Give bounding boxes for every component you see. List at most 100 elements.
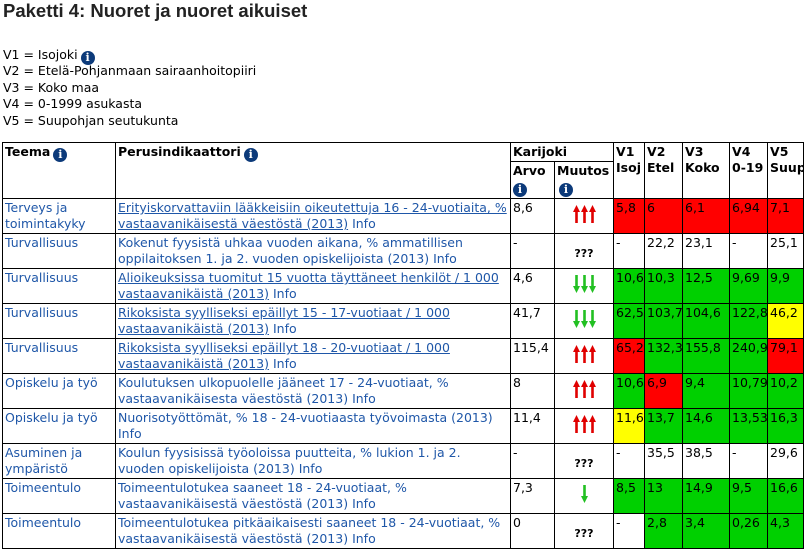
teema-link[interactable]: Toimeentulo	[5, 515, 82, 530]
cell-teema: Opiskelu ja työ	[2, 408, 116, 444]
indicator-link[interactable]: Toimeentulotukea pitkäaikaisesti saaneet…	[118, 515, 501, 546]
green-down-arrow-icon	[588, 275, 596, 293]
green-down-arrow-icon	[580, 275, 588, 293]
cell-v1: 62,5	[613, 303, 646, 339]
cell-v1: -	[613, 233, 646, 269]
legend-item: V4 = 0-1999 asukasta	[3, 96, 143, 112]
cell-indicator: Rikoksista syylliseksi epäillyt 15 - 17-…	[115, 303, 511, 339]
teema-link[interactable]: Turvallisuus	[5, 270, 79, 285]
info-link[interactable]: Info	[118, 426, 142, 441]
cell-v2: 103,7	[644, 303, 684, 339]
legend: V1 = Isojoki i V2 = Etelä-Pohjanmaan sair…	[3, 47, 256, 129]
cell-v3: 38,5	[682, 443, 731, 479]
cell-v5: 29,6	[767, 443, 805, 479]
info-icon[interactable]: i	[513, 183, 527, 197]
cell-v1: 65,2	[613, 338, 646, 374]
cell-v4: -	[729, 443, 769, 479]
green-down-arrow-icon	[572, 310, 580, 328]
teema-link[interactable]: Turvallisuus	[5, 340, 79, 355]
red-up-arrows-icon	[572, 345, 596, 363]
cell-v5: 9,9	[767, 268, 805, 304]
info-icon[interactable]: i	[80, 51, 95, 65]
info-link[interactable]: Info	[273, 286, 297, 301]
cell-muutos	[553, 303, 615, 339]
indicator-link[interactable]: Rikoksista syylliseksi epäillyt 18 - 20-…	[118, 340, 450, 371]
legend-item: V1 = Isojoki i	[3, 47, 256, 65]
table-row: Turvallisuus Rikoksista syylliseksi epäil…	[2, 338, 805, 374]
teema-link[interactable]: Turvallisuus	[5, 235, 79, 250]
cell-teema: Asuminen ja ympäristö	[2, 443, 116, 479]
info-link[interactable]: Info	[352, 216, 376, 231]
cell-v2: 132,3	[644, 338, 684, 374]
cell-v2: 2,8	[644, 513, 684, 549]
cell-v4: 6,94	[729, 198, 769, 234]
cell-teema: Turvallisuus	[2, 338, 116, 374]
red-up-arrow-icon	[580, 345, 588, 363]
cell-v3: 14,9	[682, 478, 731, 514]
table-row: Toimeentulo Toimeentulotukea saaneet 18 -…	[2, 478, 805, 514]
teema-link[interactable]: Terveys ja toimintakyky	[5, 200, 86, 231]
green-down-arrow-icon	[580, 485, 588, 503]
indicator-link[interactable]: Alioikeuksissa tuomitut 15 vuotta täyttä…	[118, 270, 499, 301]
info-icon[interactable]: i	[559, 183, 573, 197]
red-up-arrow-icon	[580, 205, 588, 223]
teema-link[interactable]: Asuminen ja ympäristö	[5, 445, 83, 476]
cell-v1: 5,8	[613, 198, 646, 234]
cell-teema: Toimeentulo	[2, 513, 116, 549]
cell-v3: 23,1	[682, 233, 731, 269]
header-v1: V1 Isoj	[613, 142, 646, 199]
info-link[interactable]: Info	[352, 391, 376, 406]
cell-v1: 11,6	[613, 408, 646, 444]
table-row: Turvallisuus Kokenut fyysistä uhkaa vuode…	[2, 233, 805, 269]
cell-v5: 16,6	[767, 478, 805, 514]
teema-link[interactable]: Turvallisuus	[5, 305, 79, 320]
cell-indicator: Kokenut fyysistä uhkaa vuoden aikana, % …	[115, 233, 511, 269]
info-link[interactable]: Info	[273, 356, 297, 371]
info-link[interactable]: Info	[298, 461, 323, 476]
cell-arvo: 8,6	[510, 198, 555, 234]
green-down-arrows-icon	[572, 310, 596, 328]
red-up-arrow-icon	[572, 345, 580, 363]
header-perusindikaattori: Perusindikaattori i	[115, 142, 511, 199]
indicator-link[interactable]: Toimeentulotukea saaneet 18 - 24-vuotiaa…	[118, 480, 407, 511]
cell-indicator: Erityiskorvattaviin lääkkeisiin oikeutet…	[115, 198, 511, 234]
cell-arvo: 41,7	[510, 303, 555, 339]
teema-link[interactable]: Toimeentulo	[5, 480, 82, 495]
cell-teema: Opiskelu ja työ	[2, 373, 116, 409]
table-row: Terveys ja toimintakyky Erityiskorvattavi…	[2, 198, 805, 234]
cell-muutos: ???	[553, 233, 615, 269]
cell-v5: 79,1	[767, 338, 805, 374]
cell-indicator: Rikoksista syylliseksi epäillyt 18 - 20-…	[115, 338, 511, 374]
green-down-arrows-icon	[572, 275, 596, 293]
info-link[interactable]: Info	[433, 251, 457, 266]
cell-v1: -	[613, 443, 646, 479]
info-icon[interactable]: i	[53, 148, 68, 162]
cell-v1: 8,5	[613, 478, 646, 514]
indicator-link[interactable]: Nuorisotyöttömät, % 18 - 24-vuotiaasta t…	[118, 410, 493, 425]
cell-muutos: ???	[553, 443, 615, 479]
red-up-arrow-icon	[572, 415, 580, 433]
green-down-arrow-icon	[580, 310, 588, 328]
cell-v2: 22,2	[644, 233, 684, 269]
info-link[interactable]: Info	[352, 496, 376, 511]
indicator-link[interactable]: Koulutuksen ulkopuolelle jääneet 17 - 24…	[118, 375, 449, 406]
cell-v4: 13,53	[729, 408, 769, 444]
teema-link[interactable]: Opiskelu ja työ	[5, 375, 98, 390]
info-link[interactable]: Info	[352, 531, 376, 546]
cell-v5: 46,2	[767, 303, 805, 339]
header-karijoki: Karijoki	[509, 142, 615, 162]
info-icon[interactable]: i	[243, 148, 258, 162]
teema-link[interactable]: Opiskelu ja työ	[5, 410, 98, 425]
legend-item: V3 = Koko maa	[3, 79, 100, 95]
indicator-link[interactable]: Erityiskorvattaviin lääkkeisiin oikeutet…	[118, 200, 507, 231]
indicator-link[interactable]: Rikoksista syylliseksi epäillyt 15 - 17-…	[118, 305, 450, 336]
cell-muutos	[553, 408, 615, 444]
cell-arvo: -	[510, 443, 555, 479]
cell-arvo: 8	[510, 373, 555, 409]
info-link[interactable]: Info	[273, 321, 297, 336]
indicator-link[interactable]: Kokenut fyysistä uhkaa vuoden aikana, % …	[118, 235, 463, 266]
header-teema: Teema i	[2, 142, 116, 199]
indicator-link[interactable]: Koulun fyysisissä työoloissa puutteita, …	[118, 445, 461, 476]
red-up-arrows-icon	[572, 380, 596, 398]
red-up-arrow-icon	[580, 380, 588, 398]
